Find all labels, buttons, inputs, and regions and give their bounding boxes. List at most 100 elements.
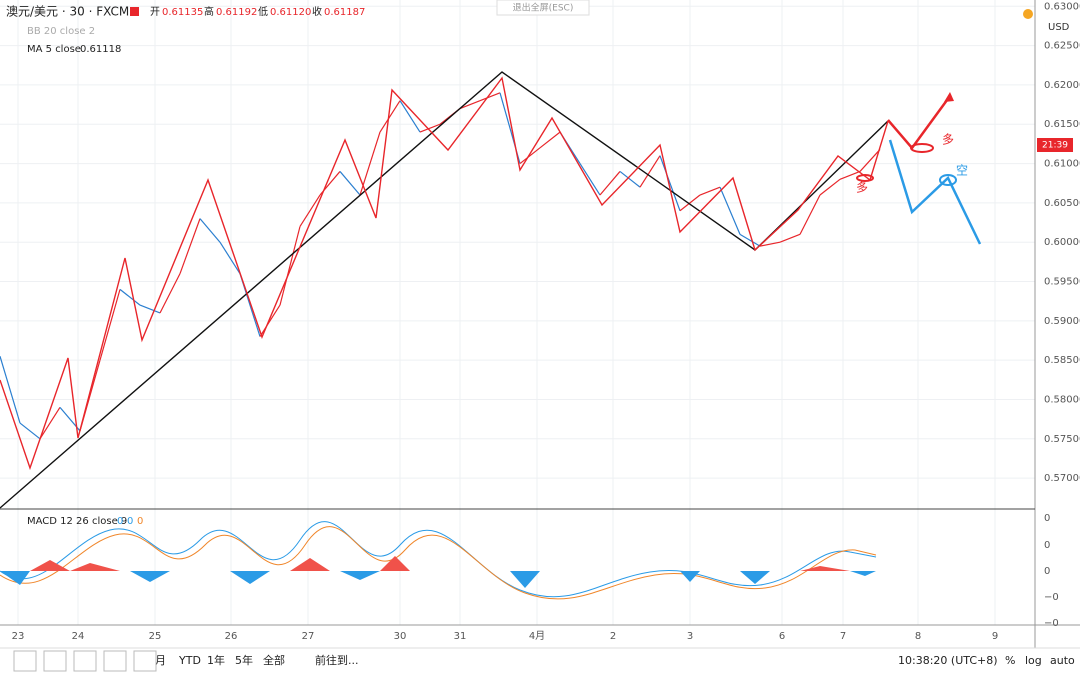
- date-label: 9: [992, 631, 998, 642]
- date-label: 8: [915, 631, 921, 642]
- indicator-value: 0.61118: [80, 44, 121, 55]
- price-segment: [379, 100, 401, 133]
- macd-tick-label: −0: [1044, 592, 1059, 603]
- ohlc-label: 高: [204, 5, 214, 18]
- date-label: 4月: [529, 630, 545, 642]
- symbol: 澳元/美元 · 30 · FXCM: [6, 5, 129, 19]
- percent-toggle[interactable]: %: [1005, 654, 1015, 667]
- macd-label: MACD 12 26 close 9: [27, 516, 127, 527]
- price-segment: [739, 233, 761, 247]
- log-toggle[interactable]: log: [1025, 654, 1042, 667]
- circle-mark: [910, 143, 934, 153]
- date-label: 26: [225, 631, 238, 642]
- price-segment: [179, 218, 201, 274]
- ohlc-value: 0.61135: [162, 7, 203, 18]
- ohlc-label: 开: [150, 7, 160, 18]
- price-segment: [339, 171, 361, 196]
- price-segment: [699, 186, 721, 196]
- price-segment: [599, 171, 621, 196]
- status-icon: [130, 7, 139, 16]
- measure-tool[interactable]: [133, 650, 157, 672]
- clock: 10:38:20 (UTC+8): [898, 654, 998, 667]
- ohlc-label: 收: [312, 5, 322, 18]
- macd-tick-label: −0: [1044, 618, 1059, 629]
- exit-label[interactable]: 退出全屏(ESC): [513, 2, 574, 14]
- toolbar-item[interactable]: 前往到...: [315, 653, 359, 667]
- price-segment: [39, 407, 61, 440]
- macd-value: 0: [127, 516, 133, 527]
- date-label: 2: [610, 631, 616, 642]
- price-segment: [159, 273, 181, 314]
- price-segment: [419, 123, 441, 133]
- macd-histogram-positive: [30, 556, 850, 571]
- bear-arrow: [888, 139, 982, 245]
- toolbar-item[interactable]: 5年: [235, 653, 253, 667]
- price-segment: [219, 241, 241, 274]
- toolbar-item[interactable]: 全部: [263, 653, 285, 667]
- price-segment: [459, 100, 481, 110]
- time-tag: 21:39: [1042, 141, 1068, 151]
- price-segment: [259, 304, 281, 337]
- macd-line: [0, 521, 877, 598]
- indicator-label: MA 5 close: [27, 44, 81, 55]
- price-tick-label: 0.57000: [1044, 473, 1080, 484]
- price-segment: [579, 163, 601, 196]
- indicator-label[interactable]: BB 20 close 2: [27, 26, 95, 37]
- price-tag: [1037, 138, 1073, 152]
- macd-value: 0: [137, 516, 143, 527]
- text-tool[interactable]: [103, 650, 127, 672]
- price-segment: [799, 194, 821, 235]
- date-label: 31: [454, 631, 467, 642]
- toolbar-item[interactable]: YTD: [178, 654, 201, 667]
- exit-button[interactable]: [496, 0, 590, 16]
- price-segment: [139, 304, 161, 314]
- price-segment: [479, 92, 501, 102]
- annotation: 多: [856, 181, 868, 195]
- date-label: 23: [12, 631, 25, 642]
- date-label: 3: [687, 631, 693, 642]
- ohlc-value: 0.61187: [324, 7, 365, 18]
- macd-value: 0: [117, 516, 123, 527]
- date-label: 27: [302, 631, 315, 642]
- macd-tick-label: 0: [1044, 566, 1050, 577]
- line-tool[interactable]: [13, 650, 37, 672]
- price-segment: [199, 218, 221, 243]
- price-segment: [819, 178, 841, 196]
- price-segment: [519, 147, 541, 165]
- grid: [0, 0, 1035, 625]
- ohlc-label: 低: [258, 5, 268, 18]
- toolbar-item[interactable]: 月: [155, 654, 166, 667]
- macd-tick-label: 0: [1044, 513, 1050, 524]
- toolbar-item[interactable]: 1年: [207, 653, 225, 667]
- alert-icon[interactable]: [1023, 9, 1033, 19]
- date-label: 25: [149, 631, 162, 642]
- signal-line: [0, 526, 877, 600]
- fib-tool[interactable]: [73, 650, 97, 672]
- price-segment: [299, 194, 321, 227]
- price-segment: [279, 226, 301, 306]
- price-segment: [99, 289, 121, 361]
- price-segment: [679, 194, 701, 212]
- trend-drawing: [0, 71, 889, 509]
- date-label: 30: [394, 631, 407, 642]
- date-label: 7: [840, 631, 846, 642]
- annotation: 多: [942, 133, 954, 147]
- ohlc-value: 0.61120: [270, 7, 311, 18]
- circle-mark: [856, 174, 874, 182]
- auto-toggle[interactable]: auto: [1050, 654, 1075, 667]
- price-segment: [399, 100, 421, 133]
- box-tool[interactable]: [43, 650, 67, 672]
- price-segment: [639, 155, 661, 188]
- arrow-head: [944, 92, 954, 102]
